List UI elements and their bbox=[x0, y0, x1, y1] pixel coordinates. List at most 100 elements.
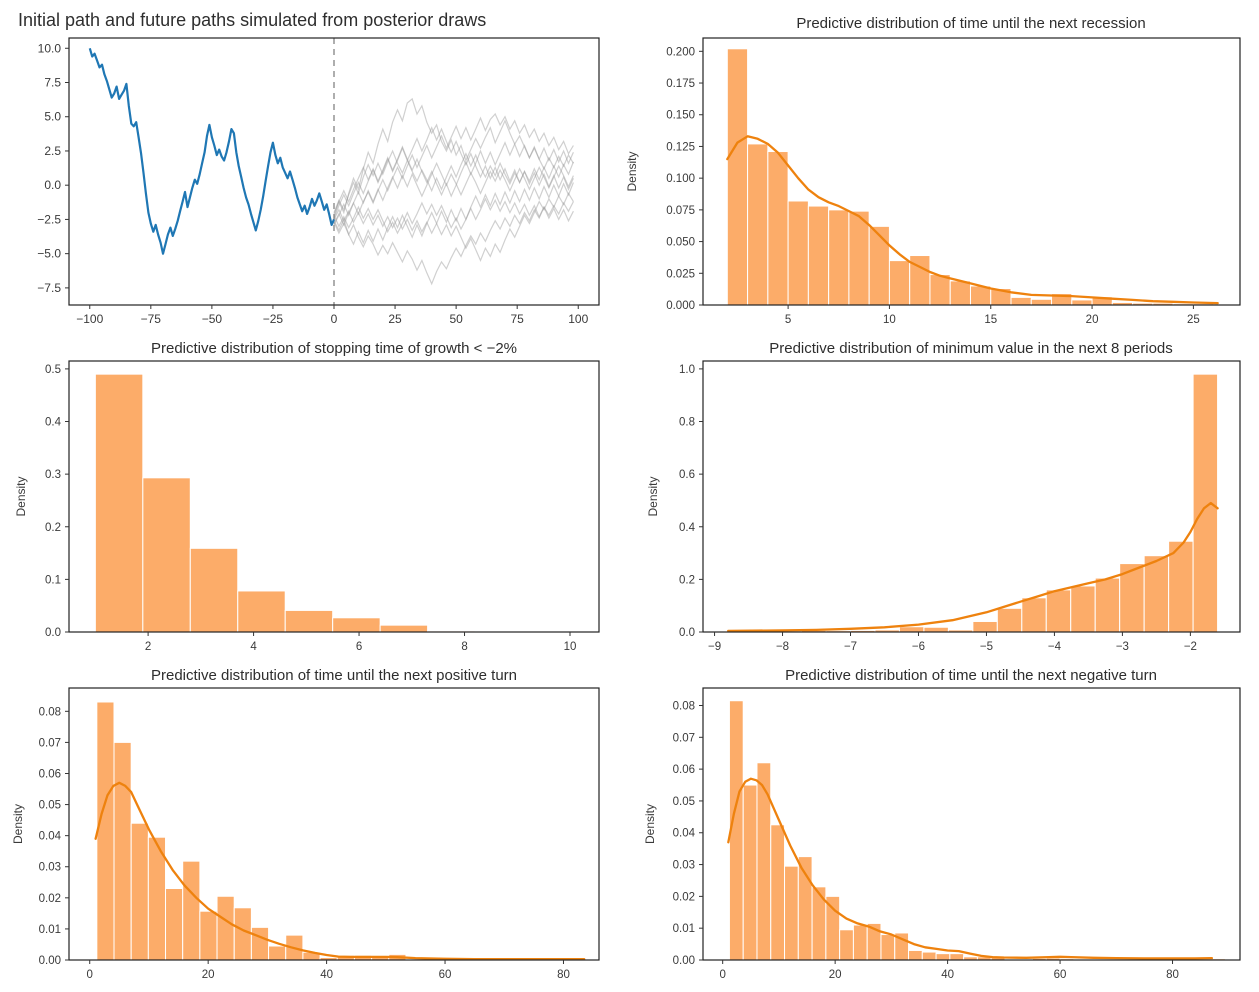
y-tick-label: 0.00 bbox=[673, 955, 695, 967]
y-tick-label: 0.125 bbox=[666, 141, 695, 153]
histogram-bar bbox=[852, 924, 868, 961]
subplot-title: Predictive distribution of minimum value… bbox=[769, 340, 1173, 357]
y-tick-label: 1.0 bbox=[679, 364, 695, 376]
y-tick-label: 7.5 bbox=[44, 76, 61, 90]
y-tick-label: 0.05 bbox=[39, 800, 61, 812]
histogram-bar bbox=[284, 609, 334, 633]
y-tick-label: 0.150 bbox=[666, 110, 695, 122]
y-tick-label: 0.02 bbox=[39, 893, 61, 905]
histogram-bar bbox=[949, 280, 971, 306]
y-tick-label: 0.100 bbox=[666, 173, 695, 185]
y-tick-label: 0.4 bbox=[45, 417, 62, 429]
histogram-bar bbox=[888, 260, 911, 306]
y-tick-label: 0.175 bbox=[666, 78, 695, 90]
y-tick-label: 5.0 bbox=[44, 110, 61, 124]
subplot-title: Predictive distribution of stopping time… bbox=[151, 340, 517, 357]
kde-curve bbox=[727, 777, 1214, 960]
x-tick-label: 20 bbox=[1086, 314, 1099, 326]
axes-frame bbox=[702, 360, 1241, 633]
subplot-title: Initial path and future paths simulated … bbox=[18, 10, 486, 30]
histogram-bar bbox=[268, 945, 287, 961]
y-axis-ticks: 0.00 0.01 0.02 0.03 0.04 0.05 0.06 0.07 0.08 bbox=[673, 700, 703, 967]
y-tick-label: 0.2 bbox=[45, 522, 61, 534]
y-tick-label: 0.0 bbox=[45, 627, 61, 639]
y-tick-label: −2.5 bbox=[37, 212, 61, 226]
subplot-time-until-next-negative-turn: 0 20 40 60 800.000.010.020.030.040.050.060.0… bbox=[643, 667, 1241, 981]
y-tick-label: 0.0 bbox=[44, 178, 61, 192]
x-tick-label: 6 bbox=[356, 641, 362, 653]
x-axis-ticks: 2 4 6 8 10 bbox=[145, 632, 576, 653]
future-path-line bbox=[333, 182, 574, 246]
subplot-time-until-next-recession: 5 10 15 20 250.0000.0250.0500.0750.1000.1250… bbox=[625, 15, 1241, 326]
histogram-bar bbox=[784, 865, 799, 961]
future-path-line bbox=[333, 126, 574, 219]
x-tick-label: −9 bbox=[708, 641, 721, 653]
y-tick-label: 0.2 bbox=[679, 574, 695, 586]
y-tick-label: 0.07 bbox=[673, 732, 695, 744]
axes-frame bbox=[68, 687, 600, 961]
x-tick-label: 0 bbox=[87, 969, 93, 981]
y-axis-label: Density bbox=[11, 804, 25, 844]
x-tick-label: 60 bbox=[439, 969, 452, 981]
histogram-bar bbox=[747, 143, 769, 306]
histogram-bar bbox=[787, 200, 809, 306]
x-tick-label: −100 bbox=[76, 312, 103, 326]
x-tick-label: −4 bbox=[1048, 641, 1062, 653]
x-tick-label: 10 bbox=[564, 641, 577, 653]
histogram-bar bbox=[113, 741, 132, 961]
histogram-bar bbox=[767, 151, 789, 306]
x-tick-label: 2 bbox=[145, 641, 151, 653]
x-axis-ticks: 0 20 40 60 80 bbox=[719, 960, 1179, 981]
y-tick-label: −5.0 bbox=[37, 247, 61, 261]
histogram-bar bbox=[332, 617, 381, 633]
x-tick-label: 4 bbox=[250, 641, 257, 653]
x-tick-label: −50 bbox=[202, 312, 223, 326]
subplot-title: Predictive distribution of time until th… bbox=[785, 667, 1157, 684]
x-tick-label: 0 bbox=[719, 969, 725, 981]
y-tick-label: 2.5 bbox=[44, 144, 61, 158]
subplot-title: Predictive distribution of time until th… bbox=[151, 667, 517, 684]
y-tick-label: 0.06 bbox=[39, 768, 61, 780]
y-tick-label: 0.025 bbox=[666, 268, 695, 280]
x-tick-label: 10 bbox=[883, 314, 896, 326]
y-tick-label: 0.075 bbox=[666, 205, 695, 217]
y-tick-label: 0.050 bbox=[666, 237, 695, 249]
y-axis-label: Density bbox=[643, 804, 657, 844]
y-tick-label: 0.03 bbox=[673, 860, 695, 872]
y-tick-label: 0.01 bbox=[39, 924, 61, 936]
kde-curve bbox=[727, 501, 1219, 633]
y-axis-label: Density bbox=[646, 476, 660, 516]
future-path-line bbox=[333, 197, 574, 235]
y-tick-label: 0.08 bbox=[39, 706, 61, 718]
y-axis-ticks: 10.0 7.5 5.0 2.5 0.0 −2.5 −5.0 −7.5 bbox=[37, 41, 69, 295]
x-tick-label: −25 bbox=[263, 312, 284, 326]
y-tick-label: 0.4 bbox=[679, 522, 696, 534]
histogram-bar bbox=[807, 205, 830, 306]
future-path-line bbox=[333, 112, 574, 227]
histogram-bar bbox=[199, 910, 218, 961]
y-tick-label: 0.05 bbox=[673, 796, 695, 808]
future-path-line bbox=[333, 97, 574, 217]
future-path-line bbox=[333, 192, 574, 263]
histogram-bar bbox=[828, 209, 850, 306]
y-tick-label: 0.06 bbox=[673, 764, 695, 776]
y-tick-label: 0.08 bbox=[673, 700, 695, 712]
x-tick-label: −8 bbox=[776, 641, 789, 653]
histogram-bar bbox=[921, 951, 937, 961]
x-tick-label: −2 bbox=[1184, 641, 1197, 653]
histogram-bar bbox=[972, 620, 998, 633]
subplot-minimum-value-next-8-periods: −9 −8 −7 −6 −5 −4 −3 −2 0.0 0.2 0.4 0.6 0.8 1.0 Predic… bbox=[646, 340, 1241, 653]
histogram-bar bbox=[1094, 577, 1121, 633]
histogram-bar bbox=[839, 929, 854, 961]
subplot-stopping-time-growth: 2 4 6 8 10 0.0 0.1 0.2 0.3 0.4 0.5 Predictive distr… bbox=[14, 340, 600, 653]
y-axis-ticks: 0.000 0.025 0.050 0.075 0.100 0.125 0.150 0.175… bbox=[666, 46, 703, 312]
y-axis-ticks: 0.0 0.2 0.4 0.6 0.8 1.0 bbox=[679, 364, 703, 639]
future-paths bbox=[333, 97, 574, 286]
histogram-bar bbox=[1070, 585, 1096, 633]
y-axis-ticks: 0.0 0.1 0.2 0.3 0.4 0.5 bbox=[45, 364, 69, 639]
y-tick-label: 0.000 bbox=[666, 300, 695, 312]
histogram-bar bbox=[949, 953, 965, 961]
y-tick-label: 0.200 bbox=[666, 46, 695, 58]
subplot-time-until-next-positive-turn: 0 20 40 60 800.000.010.020.030.040.050.060.0… bbox=[11, 667, 600, 981]
